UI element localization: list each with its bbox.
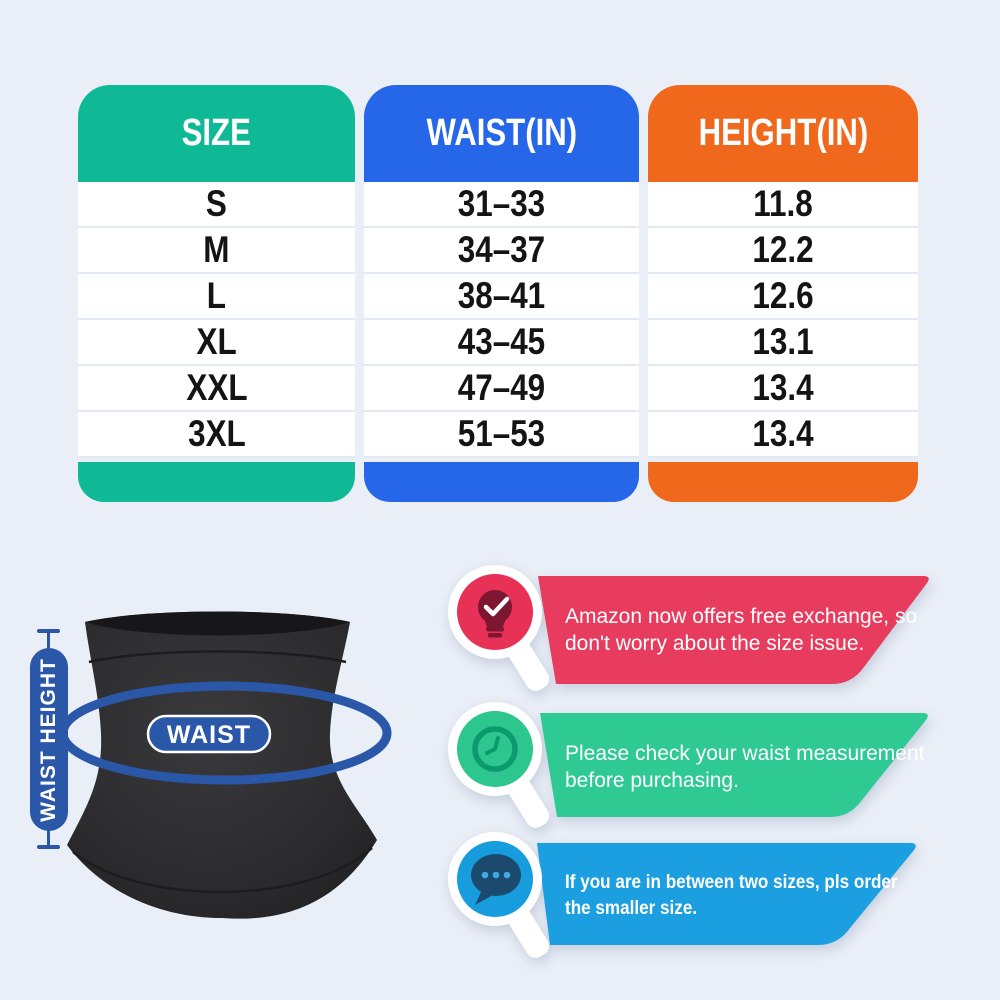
clock-icon [448,702,550,828]
size-header-label: SIZE [181,112,252,154]
height-header: HEIGHT(IN) [648,85,918,182]
waist-height-label: WAIST HEIGHT [37,657,61,822]
table-cell: 38–41 [364,274,639,320]
table-cell: 51–53 [364,412,639,458]
seam-line-top [88,650,347,664]
table-cell: S [78,182,355,228]
size-column: SIZE S M L XL XXL 3XL [78,85,355,502]
size-header: SIZE [78,85,355,182]
table-cell: XL [78,320,355,366]
chat-dots-icon [448,832,550,958]
height-column: HEIGHT(IN) 11.8 12.2 12.6 13.1 13.4 13.4 [648,85,918,502]
waist-label-pill [146,714,272,754]
waist-header-label: WAIST(IN) [426,112,577,154]
banner-ribbon [540,713,928,817]
table-cell: XXL [78,366,355,412]
banner-ribbon [537,843,916,945]
waist-header: WAIST(IN) [364,85,639,182]
size-column-footer-bar [78,462,355,502]
table-cell: 47–49 [364,366,639,412]
table-cell: 13.4 [648,412,918,458]
height-header-label: HEIGHT(IN) [698,112,868,154]
measure-cap-top [37,629,60,633]
waist-trainer-illustration: WAIST [58,611,392,919]
callout-text: Please check your waist measurement befo… [565,742,925,793]
waist-height-label-pill: WAIST HEIGHT [30,648,68,831]
table-cell: L [78,274,355,320]
seam-line-bottom [72,847,373,894]
table-cell: 43–45 [364,320,639,366]
table-cell: 13.1 [648,320,918,366]
table-cell: 31–33 [364,182,639,228]
waist-column-footer-bar [364,462,639,502]
callout-check-measurement: Please check your waist measurement befo… [437,697,957,852]
callout-text: If you are in between two sizes, pls ord… [565,872,898,919]
table-cell: 11.8 [648,182,918,228]
table-cell: 12.6 [648,274,918,320]
table-cell: 12.2 [648,228,918,274]
height-column-footer-bar [648,462,918,502]
table-cell: 34–37 [364,228,639,274]
waist-column: WAIST(IN) 31–33 34–37 38–41 43–45 47–49 … [364,85,639,502]
callout-text: Amazon now offers free exchange, so don'… [565,605,918,656]
size-table: SIZE S M L XL XXL 3XL WAIST(IN) 31–33 34… [78,85,918,502]
waist-label: WAIST [167,721,251,749]
banner-ribbon [538,576,929,684]
measure-cap-bottom [37,845,60,849]
callout-between-sizes: If you are in between two sizes, pls ord… [437,827,957,982]
table-cell: M [78,228,355,274]
table-cell: 13.4 [648,366,918,412]
waist-trainer-opening [85,611,350,636]
lightbulb-check-icon [448,565,550,691]
callout-free-exchange: Amazon now offers free exchange, so don'… [437,560,957,715]
table-cell: 3XL [78,412,355,458]
